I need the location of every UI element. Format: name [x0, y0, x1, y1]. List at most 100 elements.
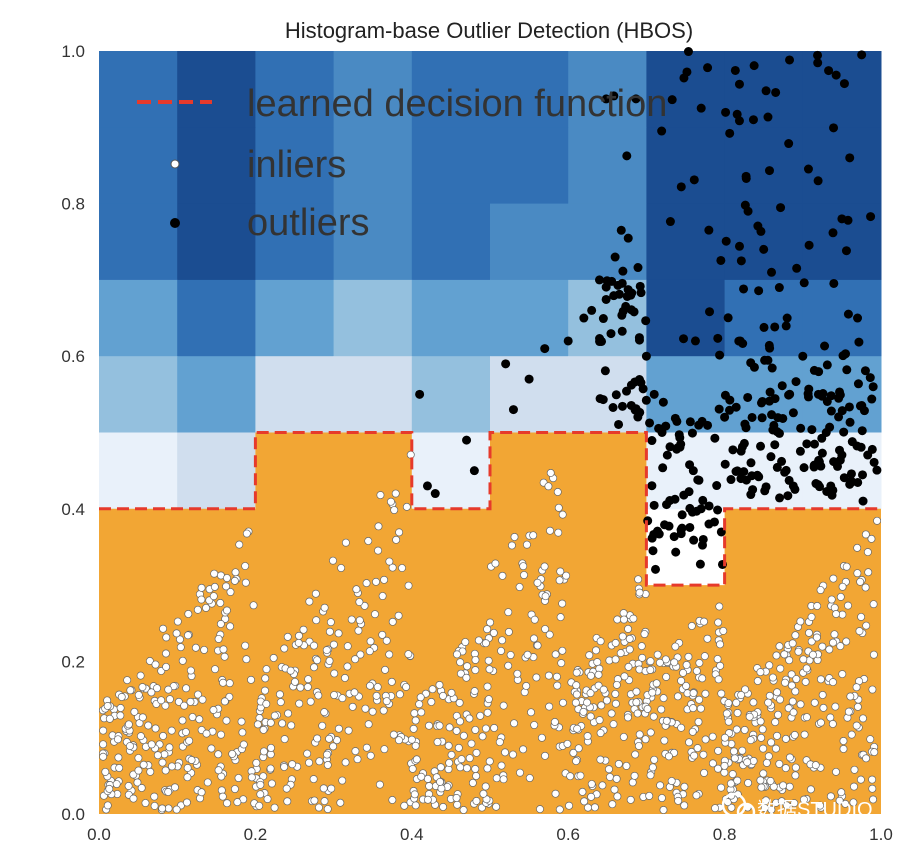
inlier-point	[262, 665, 271, 674]
inlier-point	[766, 777, 775, 785]
inlier-point	[566, 772, 575, 781]
outlier-point	[842, 365, 852, 375]
outlier-point	[804, 240, 814, 250]
inlier-point	[116, 704, 125, 712]
inlier-point	[338, 776, 347, 785]
outlier-point	[844, 402, 854, 412]
inlier-point	[655, 658, 664, 667]
outlier-point	[740, 200, 750, 210]
outlier-point	[839, 427, 849, 437]
inlier-point	[355, 598, 364, 606]
inlier-point	[362, 743, 371, 752]
outlier-point	[829, 123, 839, 133]
inlier-point	[489, 628, 498, 637]
inlier-point	[776, 695, 784, 704]
inlier-point	[326, 618, 335, 627]
outlier-point	[749, 362, 759, 372]
outlier-point	[757, 413, 767, 423]
inlier-point	[237, 717, 246, 726]
outlier-point	[626, 380, 636, 390]
inlier-point	[256, 780, 265, 789]
inlier-point	[151, 660, 160, 669]
inlier-point	[569, 748, 578, 757]
inlier-point	[671, 642, 680, 651]
outlier-point	[825, 422, 835, 432]
outlier-point	[662, 500, 672, 510]
inlier-point	[241, 641, 250, 650]
inlier-point	[855, 627, 864, 636]
inlier-point	[391, 489, 400, 498]
y-axis-ticks: 0.0 0.2 0.4 0.6 0.8 1.0	[61, 42, 85, 824]
outlier-point	[780, 467, 790, 477]
outlier-point	[767, 363, 777, 373]
inlier-point	[417, 772, 426, 781]
inlier-point	[522, 681, 531, 690]
inlier-point	[529, 531, 538, 540]
outlier-point	[734, 79, 744, 89]
inlier-point	[445, 758, 454, 767]
inlier-point	[598, 781, 607, 790]
outlier-point	[595, 337, 605, 347]
inlier-point	[657, 705, 666, 714]
inlier-point	[230, 576, 239, 585]
inlier-point	[758, 725, 767, 734]
inlier-point	[116, 711, 125, 720]
outlier-point	[462, 435, 472, 445]
inlier-point	[572, 668, 581, 677]
outlier-point	[809, 365, 819, 375]
outlier-point	[563, 336, 573, 346]
inlier-point	[550, 718, 559, 726]
outlier-point	[611, 390, 621, 400]
outlier-point	[860, 366, 870, 376]
y-tick-label: 0.6	[61, 347, 85, 366]
outlier-point	[641, 316, 651, 326]
score-cell	[177, 203, 256, 281]
inlier-point	[844, 601, 852, 610]
outlier-point	[721, 107, 731, 117]
outlier-point	[712, 481, 722, 491]
inlier-point	[176, 643, 185, 652]
inlier-point	[728, 770, 737, 779]
inlier-point	[379, 706, 388, 715]
inlier-point	[462, 673, 471, 682]
inlier-point	[613, 615, 622, 624]
outlier-point	[679, 490, 689, 500]
outlier-point	[616, 225, 626, 235]
inlier-point	[137, 783, 146, 792]
inlier-point	[796, 700, 805, 709]
inlier-point	[713, 655, 722, 663]
inlier-point	[530, 634, 538, 643]
score-cell	[490, 356, 569, 433]
outlier-point	[767, 267, 777, 277]
outlier-point	[770, 440, 780, 450]
x-tick-label: 0.2	[244, 825, 268, 844]
outlier-point	[846, 476, 856, 486]
inlier-point	[650, 755, 659, 764]
inlier-point	[218, 792, 227, 801]
outlier-point	[622, 151, 632, 161]
inlier-point	[197, 788, 206, 797]
inlier-point	[551, 789, 560, 798]
outlier-point	[669, 532, 679, 542]
outlier-point	[784, 139, 794, 149]
outlier-point	[835, 445, 845, 455]
score-cell	[255, 356, 335, 433]
inlier-point	[483, 625, 492, 634]
outlier-point	[685, 460, 695, 470]
inlier-point	[613, 792, 622, 801]
inlier-point	[618, 632, 627, 641]
outlier-point	[614, 419, 624, 429]
inlier-point	[112, 780, 121, 788]
inlier-point	[322, 646, 331, 655]
inlier-points	[99, 450, 882, 814]
inlier-point	[165, 743, 174, 752]
inlier-point	[791, 771, 800, 780]
inlier-point	[180, 701, 189, 710]
inlier-point	[435, 681, 444, 689]
inlier-point	[717, 783, 726, 792]
outlier-point	[857, 50, 867, 60]
outlier-point	[598, 314, 608, 324]
inlier-point	[362, 579, 371, 588]
score-cell	[724, 127, 804, 205]
inlier-point	[580, 797, 589, 806]
